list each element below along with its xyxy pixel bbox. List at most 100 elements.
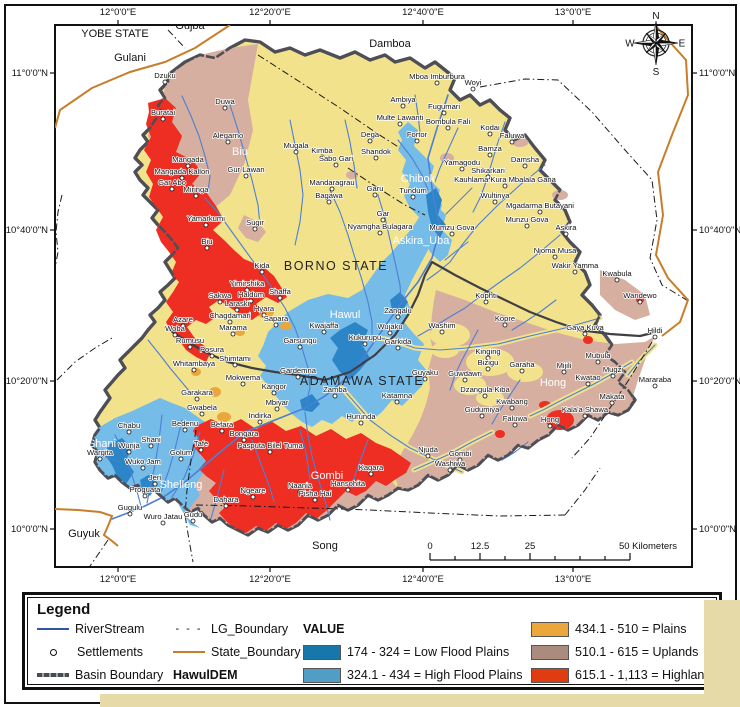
river-stream [449,329,479,391]
settlement-dot [142,493,148,499]
settlement-label: Wakir Yamma [552,261,599,270]
settlement-label: Hong [541,415,559,424]
settlement-label: Fortor [407,130,428,139]
settlement-label: Dzuku [154,71,176,80]
place-area-label: Gulani [114,52,146,64]
basin-boundary-line [90,38,637,537]
settlement-dot [259,269,265,275]
settlement-label: Gudu [184,510,203,519]
settlement-label: Mangada [172,155,204,164]
settlement-label: Shani [141,435,161,444]
settlement-label: Guyaku [412,368,438,377]
settlement-label: Garakara [181,388,213,397]
settlement-label: Sabo Gari [319,154,354,163]
settlement-label: Wujaku [377,322,402,331]
plains-patch [454,375,486,395]
place-area-label: Guyuk [68,528,100,540]
settlement-dot [652,383,658,389]
settlement-dot [244,287,250,293]
settlement-label: Bedenu [172,419,198,428]
legend-class-row: 615.1 - 1,113 = Highlands [531,667,718,683]
settlement-dot [485,355,491,361]
region-label: Gombi [311,470,343,482]
settlement-dot [414,138,420,144]
region-label: Biu [232,146,248,158]
longitude-label-bottom: 12°40'0"E [402,574,444,585]
low-flood-region [390,292,408,314]
settlement-label: Hyara [254,304,275,313]
settlement-dot [345,487,351,493]
settlement-dot [204,245,210,251]
plains-orange-patch [280,322,292,330]
plains-orange-patch [256,306,274,318]
settlement-label: Dega [361,130,380,139]
legend-item-basin-boundary: Basin Boundary [37,667,163,683]
river-stream [472,121,506,213]
settlement-label: Mboa Imburbura [409,72,465,81]
river-stream [289,119,304,246]
settlement-dot [97,456,103,462]
settlement-label: Shandok [361,147,391,156]
settlement-label: Bagawa [315,191,343,200]
latitude-label-right: 10°40'0"N [699,225,740,236]
settlement-label: Sugir [246,218,264,227]
settlement-label: Mbiyar [266,398,289,407]
settlement-label: Haldum [238,290,264,299]
longitude-label-top: 12°20'0"E [249,7,291,18]
settlement-dot [230,331,236,337]
settlement-label: Kwajaffa [310,321,340,330]
river-stream [426,164,546,281]
settlement-dot [522,163,528,169]
settlement-dot [252,226,258,232]
plains-patch [476,390,504,406]
value-header-label: VALUE [303,622,345,636]
settlement-label: Shikarkari [471,166,505,175]
settlement-dot [329,186,335,192]
river-stream [501,441,529,461]
settlement-dot [261,312,267,318]
dem-class-label: 510.1 - 615 = Uplands [575,645,699,659]
settlement-label: Wandewo [623,291,657,300]
river-stream [344,119,358,189]
settlement-dot [537,209,543,215]
legend: Legend RiverStream Settlements Basin Bou… [22,592,722,690]
settlement-dot [485,366,491,372]
settlement-dot [502,322,508,328]
lg-boundary-dash-icon: - - - [175,623,203,635]
settlement-dot [482,393,488,399]
settlement-dot [512,422,518,428]
latitude-label-left: 11°0'0"N [12,68,48,79]
settlement-dot [367,138,373,144]
settlement-label: Faluwa [500,131,525,140]
settlement-dot [492,199,498,205]
settlement-label: Mugzi [603,365,624,374]
longitude-label-bottom: 13°0'0"E [555,574,591,585]
settlement-dot [248,298,254,304]
settlement-label: Gar Abo [158,178,186,187]
settlement-dot [333,162,339,168]
state-boundary-label: State_Boundary [211,645,301,659]
place-area-label: Damboa [369,38,411,50]
basin-boundary-line-icon [37,673,69,677]
settlement-dot [273,322,279,328]
settlement-label: Mokwema [226,373,261,382]
legend-item-lg-boundary: - - - LG_Boundary [173,621,288,637]
settlement-label: Befara [211,420,234,429]
settlement-dot [614,277,620,283]
settlement-label: Marama [219,323,248,332]
settlement-label: Zamba [323,385,347,394]
river-stream [299,429,311,481]
settlement-dot [297,489,303,495]
settlement-label: Wuro Jatau [144,512,183,521]
settlement-dot [485,174,491,180]
settlement-label: Washiwa [435,459,466,468]
settlement-label: Yamarkumi [187,214,225,223]
region-label: Shani [88,438,116,450]
settlement-dot [185,163,191,169]
settlement-dot [240,381,246,387]
river-stream [444,241,469,261]
settlement-label: Kala'a Shawa [562,405,609,414]
plains-patch [507,362,543,382]
longitude-label-top: 13°0'0"E [555,7,591,18]
lg-boundary-line [347,167,426,216]
